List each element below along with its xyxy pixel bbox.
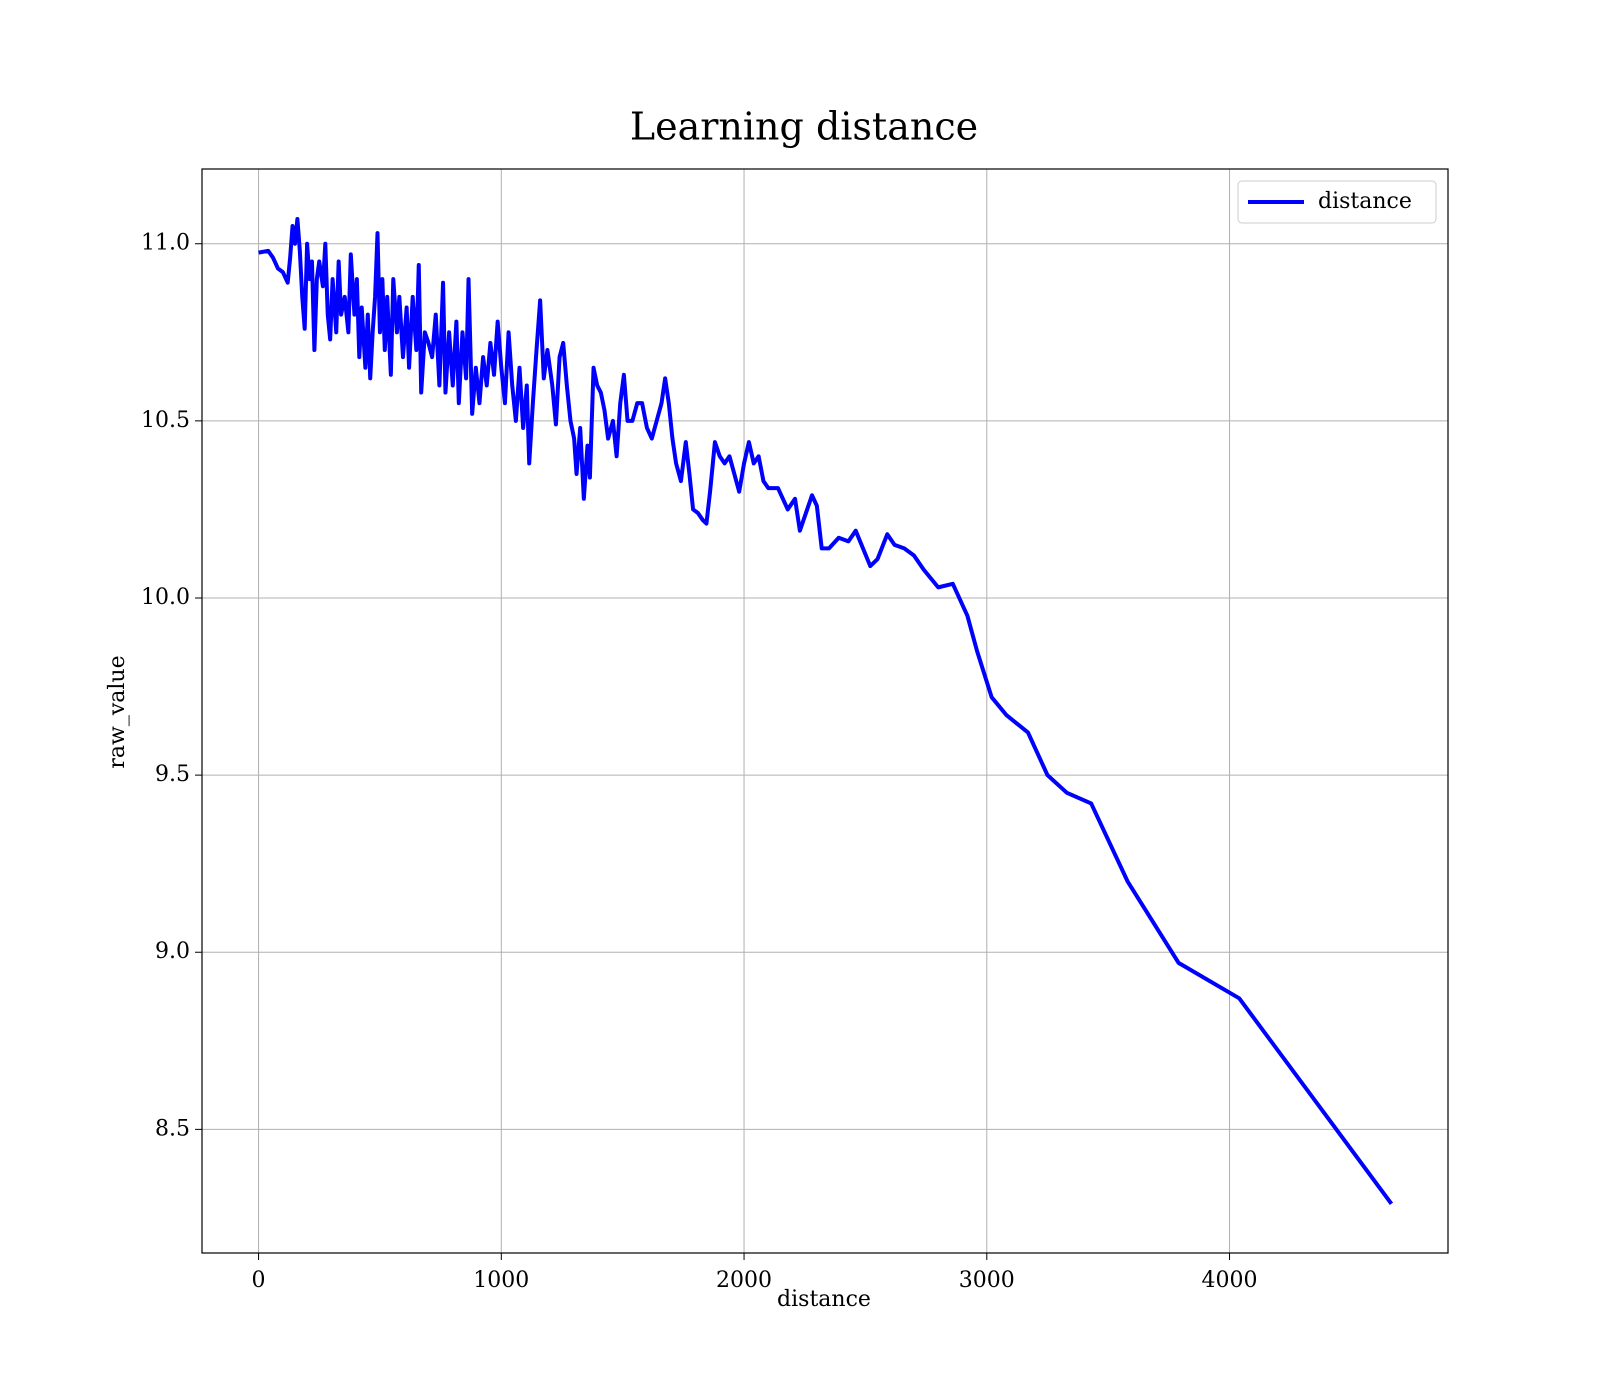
x-tick-label: 2000 (716, 1268, 772, 1293)
y-tick-label: 9.0 (155, 939, 190, 964)
legend-box (1237, 180, 1437, 224)
y-axis-label: raw_value (105, 655, 130, 768)
data-line (258, 216, 1394, 1205)
plot-frame (201, 168, 1449, 1254)
chart-title: Learning distance (630, 105, 978, 149)
y-tick-label: 10.0 (141, 585, 190, 610)
x-tick-label: 1000 (473, 1268, 529, 1293)
x-tick-label: 0 (252, 1268, 266, 1293)
y-tick-label: 11.0 (141, 231, 190, 256)
y-tick-label: 10.5 (141, 408, 190, 433)
x-tick-label: 3000 (959, 1268, 1015, 1293)
x-axis-label: distance (777, 1287, 871, 1312)
x-tick-label: 4000 (1202, 1268, 1258, 1293)
y-tick-label: 9.5 (155, 762, 190, 787)
legend-label: distance (1318, 189, 1412, 214)
y-tick-label: 8.5 (155, 1116, 190, 1141)
